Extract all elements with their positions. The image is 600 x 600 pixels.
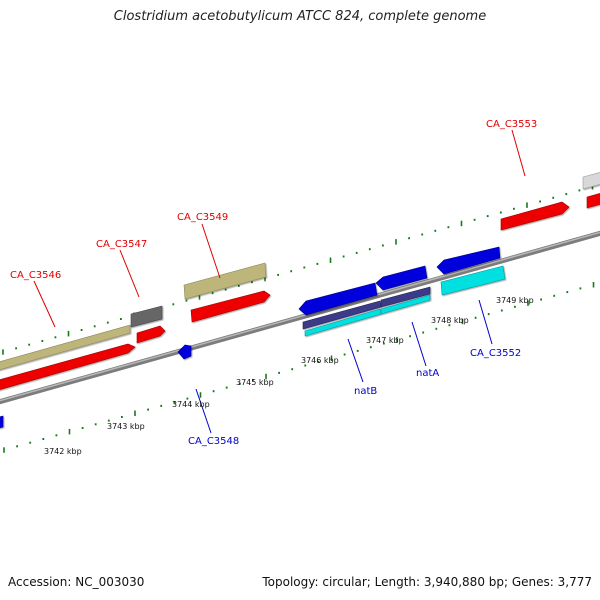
gene-natA-cyan[interactable]: [380, 294, 431, 315]
scale-label-3742: 3742 kbp: [44, 447, 82, 456]
gene-CA_C3553-red[interactable]: [500, 201, 570, 231]
gene-natB-blue[interactable]: [298, 282, 378, 316]
leader-CA_C3549: [201, 223, 221, 279]
leader-CA_C3553: [511, 129, 526, 177]
gene-label-CA_C3548[interactable]: CA_C3548: [188, 436, 239, 447]
gene-CA_C3549-olive[interactable]: [183, 262, 267, 300]
gene-CA_C3547-grey[interactable]: [130, 305, 163, 328]
scale-label-3746: 3746 kbp: [301, 356, 339, 365]
gene-right-edge-grey[interactable]: [582, 171, 600, 190]
gene-CA_C3547-red[interactable]: [136, 325, 166, 344]
gene-CA_C3546-olive[interactable]: [0, 324, 131, 371]
gene-label-CA_C3549[interactable]: CA_C3549: [177, 212, 228, 223]
topology-label: Topology: circular; Length: 3,940,880 bp…: [262, 575, 592, 589]
leader-natB: [347, 338, 364, 383]
scale-label-3748: 3748 kbp: [431, 316, 469, 325]
leader-CA_C3548: [195, 388, 212, 434]
scale-label-3749: 3749 kbp: [496, 296, 534, 305]
gene-natA-navy[interactable]: [380, 286, 431, 308]
gene-label-CA_C3546[interactable]: CA_C3546: [10, 270, 61, 281]
gene-label-CA_C3552[interactable]: CA_C3552: [470, 348, 521, 359]
gene-label-CA_C3553[interactable]: CA_C3553: [486, 119, 537, 130]
scale-label-3743: 3743 kbp: [107, 422, 145, 431]
genome-backbone-highlight: [0, 231, 600, 402]
scale-label-3745: 3745 kbp: [236, 378, 274, 387]
gene-left-edge-blue[interactable]: [0, 415, 4, 429]
gene-CA_C3552-cyan[interactable]: [440, 265, 506, 296]
leader-CA_C3546: [33, 280, 56, 328]
accession-label: Accession: NC_003030: [8, 575, 145, 589]
gene-label-CA_C3547[interactable]: CA_C3547: [96, 239, 147, 250]
scale-label-3747: 3747 kbp: [366, 336, 404, 345]
ruler-track-bottom: [3, 282, 595, 453]
gene-CA_C3549-red[interactable]: [190, 290, 271, 323]
leader-CA_C3552: [478, 299, 493, 345]
gene-right-edge-red[interactable]: [586, 192, 600, 209]
gene-natA-blue[interactable]: [375, 265, 428, 291]
genome-title: Clostridium acetobutylicum ATCC 824, com…: [113, 9, 487, 24]
gene-CA_C3552-blue[interactable]: [436, 246, 501, 275]
ruler-track-top: [2, 184, 594, 355]
genome-backbone: [0, 230, 600, 405]
gene-CA_C3548-blue[interactable]: [177, 344, 192, 360]
leader-CA_C3547: [119, 249, 140, 298]
gene-label-natA[interactable]: natA: [416, 368, 439, 379]
gene-CA_C3546-red[interactable]: [0, 343, 136, 391]
scale-label-3744: 3744 kbp: [172, 400, 210, 409]
gene-label-natB[interactable]: natB: [354, 386, 377, 397]
leader-natA: [411, 321, 427, 367]
